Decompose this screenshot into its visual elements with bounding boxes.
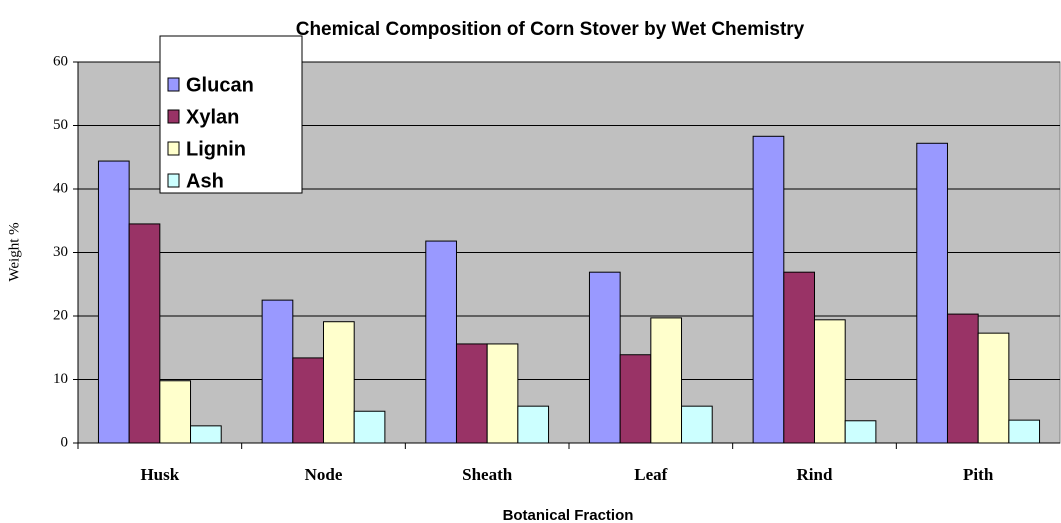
bar xyxy=(681,405,713,444)
bar xyxy=(486,343,519,444)
bar xyxy=(323,321,355,444)
x-axis-label: Botanical Fraction xyxy=(503,507,634,523)
bar xyxy=(261,299,294,444)
legend-label: Glucan xyxy=(186,74,254,96)
x-tick-label: Pith xyxy=(963,465,994,484)
bar xyxy=(814,319,846,444)
bar xyxy=(353,410,386,444)
y-tick-label: 60 xyxy=(53,53,68,69)
y-axis-label: Weight % xyxy=(6,222,22,281)
bar xyxy=(1008,419,1041,444)
bar xyxy=(425,240,457,444)
legend-swatch xyxy=(167,109,180,124)
x-tick-label: Sheath xyxy=(462,465,513,484)
x-tick-label: Rind xyxy=(797,465,833,484)
x-tick-label: Node xyxy=(305,465,343,484)
legend-label: Lignin xyxy=(186,138,246,160)
y-tick-label: 0 xyxy=(61,434,69,450)
bar xyxy=(455,343,488,444)
legend-swatch xyxy=(167,141,180,156)
bar xyxy=(916,142,948,444)
chart-title: Chemical Composition of Corn Stover by W… xyxy=(296,19,805,40)
bar xyxy=(844,420,877,444)
bar xyxy=(97,160,130,444)
bar xyxy=(588,271,621,444)
y-tick-label: 40 xyxy=(53,180,68,196)
x-tick-label: Leaf xyxy=(634,465,667,484)
legend-swatch xyxy=(167,77,180,92)
bar xyxy=(783,271,815,444)
y-tick-label: 50 xyxy=(53,117,68,133)
y-tick-label: 10 xyxy=(53,371,68,387)
y-tick-label: 20 xyxy=(53,307,68,323)
bar xyxy=(517,405,550,444)
bar xyxy=(752,135,785,444)
legend-label: Ash xyxy=(186,170,224,192)
bar xyxy=(292,357,324,444)
bar xyxy=(128,223,161,444)
bar xyxy=(619,354,652,444)
legend-label: Xylan xyxy=(186,106,239,128)
bar xyxy=(650,317,683,444)
bar xyxy=(190,425,222,444)
bar xyxy=(977,332,1010,444)
legend-box xyxy=(159,35,303,194)
legend-swatch xyxy=(167,173,180,188)
y-tick-label: 30 xyxy=(53,244,68,260)
x-tick-label: Husk xyxy=(140,465,179,484)
bar xyxy=(946,313,979,444)
bar xyxy=(159,380,192,444)
